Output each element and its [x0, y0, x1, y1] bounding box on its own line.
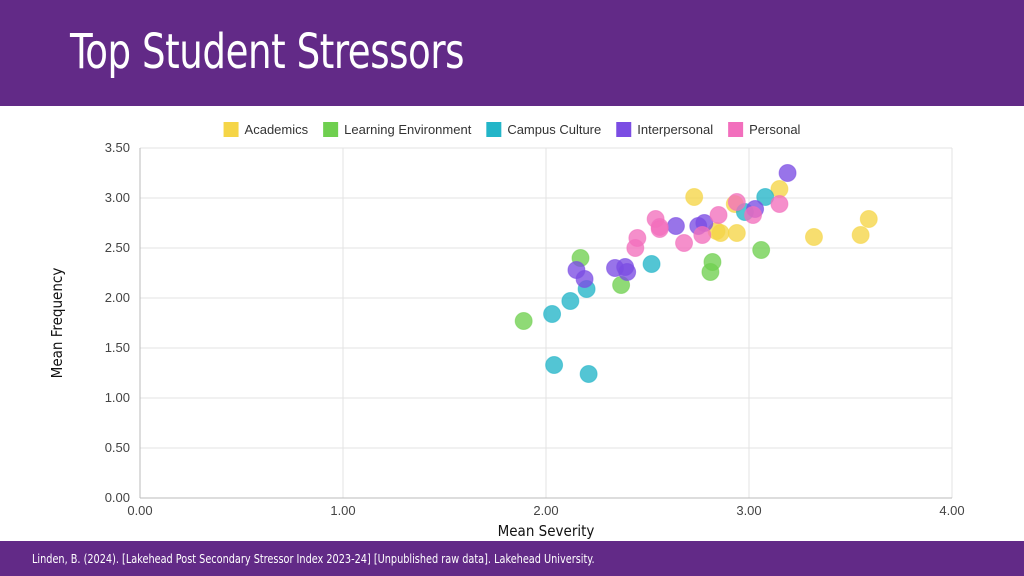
data-point-personal: [709, 206, 728, 224]
y-tick-label: 0.50: [105, 440, 130, 455]
data-point-campus-culture: [545, 356, 564, 374]
legend-label: Personal: [749, 122, 800, 137]
data-point-campus-culture: [642, 255, 661, 273]
data-point-interpersonal: [618, 263, 637, 281]
grid-lines: [140, 147, 953, 498]
y-tick-label: 1.00: [105, 390, 130, 405]
axes: 0.00 1.00 2.00 3.00 4.00 0.00 0.50 1.00 1.50 2.00…: [105, 140, 965, 518]
data-points: [514, 164, 878, 383]
data-point-personal: [744, 206, 763, 224]
data-point-personal: [675, 234, 694, 252]
legend-swatch: [728, 122, 744, 137]
x-tick-label: 4.00: [939, 503, 964, 518]
data-point-personal: [693, 226, 712, 244]
x-tick-label: 3.00: [736, 503, 761, 518]
y-tick-label: 3.50: [105, 140, 130, 155]
scatter-chart: Academics Learning Environment Campus Cult…: [48, 122, 965, 540]
data-point-academics: [727, 224, 746, 242]
data-point-academics: [804, 228, 823, 246]
page-title: Top Student Stressors: [70, 24, 465, 80]
legend-swatch: [223, 122, 239, 137]
x-axis-title: Mean Severity: [498, 522, 595, 540]
x-tick-label: 1.00: [330, 503, 355, 518]
legend-swatch: [486, 122, 502, 137]
data-point-interpersonal: [666, 217, 685, 235]
data-point-interpersonal: [575, 270, 594, 288]
legend-label: Interpersonal: [637, 122, 713, 137]
y-tick-label: 1.50: [105, 340, 130, 355]
x-tick-label: 2.00: [533, 503, 558, 518]
y-tick-label: 0.00: [105, 490, 130, 505]
y-axis-title: Mean Frequency: [48, 268, 66, 379]
legend-label: Learning Environment: [344, 122, 472, 137]
y-tick-label: 2.00: [105, 290, 130, 305]
data-point-learning-environment: [514, 312, 533, 330]
data-point-personal: [628, 229, 647, 247]
data-point-personal: [770, 195, 789, 213]
x-tick-label: 0.00: [127, 503, 152, 518]
y-tick-label: 3.00: [105, 190, 130, 205]
y-tick-label: 2.50: [105, 240, 130, 255]
legend-label: Campus Culture: [507, 122, 601, 137]
data-point-learning-environment: [752, 241, 771, 259]
legend: Academics Learning Environment Campus Cult…: [223, 122, 801, 137]
data-point-campus-culture: [561, 292, 580, 310]
data-point-academics: [859, 210, 878, 228]
footer-banner: Linden, B. (2024). [Lakehead Post Second…: [0, 541, 1024, 576]
data-point-academics: [711, 224, 730, 242]
legend-swatch: [616, 122, 632, 137]
data-point-interpersonal: [778, 164, 797, 182]
legend-swatch: [323, 122, 339, 137]
data-point-learning-environment: [703, 253, 722, 271]
data-point-campus-culture: [543, 305, 562, 323]
data-point-campus-culture: [756, 188, 775, 206]
source-citation: Linden, B. (2024). [Lakehead Post Second…: [32, 552, 595, 566]
data-point-campus-culture: [579, 365, 598, 383]
data-point-academics: [851, 226, 870, 244]
data-point-personal: [727, 193, 746, 211]
data-point-academics: [685, 188, 704, 206]
data-point-personal: [650, 220, 669, 238]
title-banner: Top Student Stressors: [0, 0, 1024, 106]
legend-label: Academics: [245, 122, 309, 137]
